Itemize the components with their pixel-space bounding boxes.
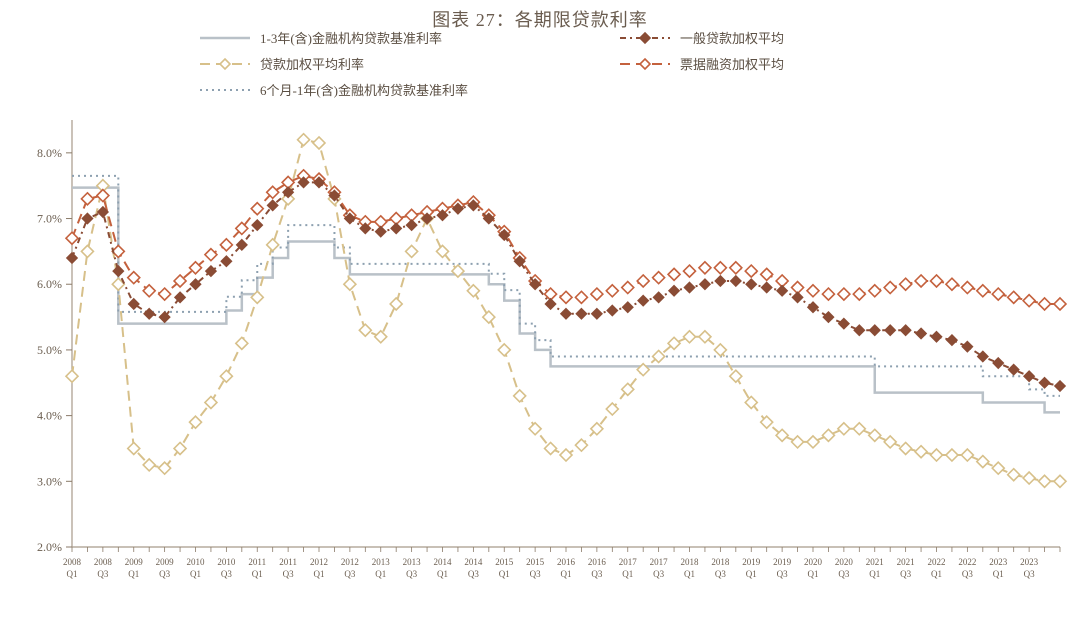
svg-text:2010: 2010: [187, 557, 206, 567]
svg-text:Q1: Q1: [746, 569, 757, 579]
svg-text:2013: 2013: [403, 557, 422, 567]
svg-text:2009: 2009: [125, 557, 144, 567]
svg-text:Q1: Q1: [869, 569, 880, 579]
svg-text:Q3: Q3: [97, 569, 108, 579]
svg-text:2018: 2018: [711, 557, 730, 567]
svg-text:Q1: Q1: [190, 569, 201, 579]
svg-text:贷款加权平均利率: 贷款加权平均利率: [260, 57, 364, 72]
svg-text:Q1: Q1: [128, 569, 139, 579]
svg-text:Q1: Q1: [684, 569, 695, 579]
svg-text:2018: 2018: [681, 557, 700, 567]
svg-text:Q1: Q1: [314, 569, 325, 579]
svg-text:2017: 2017: [619, 557, 638, 567]
svg-text:Q3: Q3: [283, 569, 294, 579]
svg-text:Q1: Q1: [375, 569, 386, 579]
svg-text:一般贷款加权平均: 一般贷款加权平均: [680, 31, 784, 46]
svg-text:2015: 2015: [495, 557, 514, 567]
svg-text:2023: 2023: [1020, 557, 1039, 567]
svg-text:2008: 2008: [63, 557, 82, 567]
svg-text:Q1: Q1: [252, 569, 263, 579]
svg-text:2009: 2009: [156, 557, 175, 567]
svg-text:Q3: Q3: [406, 569, 417, 579]
legend: 1-3年(含)金融机构贷款基准利率 一般贷款加权平均贷款加权平均利率 票据融资加权平…: [200, 31, 784, 98]
svg-text:2019: 2019: [773, 557, 792, 567]
svg-text:Q3: Q3: [715, 569, 726, 579]
svg-text:Q3: Q3: [221, 569, 232, 579]
svg-text:Q3: Q3: [777, 569, 788, 579]
svg-text:1-3年(含)金融机构贷款基准利率: 1-3年(含)金融机构贷款基准利率: [260, 31, 442, 46]
svg-text:2021: 2021: [866, 557, 884, 567]
svg-text:Q3: Q3: [1024, 569, 1035, 579]
svg-text:2016: 2016: [588, 557, 607, 567]
svg-text:Q3: Q3: [838, 569, 849, 579]
svg-text:Q3: Q3: [344, 569, 355, 579]
svg-text:2021: 2021: [897, 557, 915, 567]
svg-text:2010: 2010: [217, 557, 236, 567]
svg-text:Q3: Q3: [591, 569, 602, 579]
svg-text:2011: 2011: [248, 557, 266, 567]
svg-text:4.0%: 4.0%: [37, 409, 62, 423]
svg-text:2.0%: 2.0%: [37, 540, 62, 554]
svg-text:Q1: Q1: [808, 569, 819, 579]
svg-text:8.0%: 8.0%: [37, 146, 62, 160]
svg-text:2014: 2014: [434, 557, 453, 567]
svg-text:票据融资加权平均: 票据融资加权平均: [680, 57, 784, 72]
svg-text:6.0%: 6.0%: [37, 277, 62, 291]
svg-text:Q3: Q3: [962, 569, 973, 579]
svg-text:Q3: Q3: [468, 569, 479, 579]
svg-text:2015: 2015: [526, 557, 545, 567]
svg-text:2012: 2012: [310, 557, 328, 567]
svg-text:Q1: Q1: [561, 569, 572, 579]
svg-text:2012: 2012: [341, 557, 359, 567]
svg-text:2022: 2022: [928, 557, 946, 567]
svg-text:6个月-1年(含)金融机构贷款基准利率: 6个月-1年(含)金融机构贷款基准利率: [260, 83, 468, 98]
svg-text:2016: 2016: [557, 557, 576, 567]
svg-text:Q1: Q1: [499, 569, 510, 579]
svg-text:2013: 2013: [372, 557, 391, 567]
svg-text:2022: 2022: [958, 557, 976, 567]
svg-text:2017: 2017: [650, 557, 669, 567]
svg-text:Q1: Q1: [67, 569, 78, 579]
svg-text:Q1: Q1: [931, 569, 942, 579]
svg-text:Q1: Q1: [993, 569, 1004, 579]
chart-svg: 2.0% 3.0% 4.0% 5.0% 6.0% 7.0% 8.0% 2008 Q1 2008 Q3…: [0, 0, 1080, 639]
svg-text:7.0%: 7.0%: [37, 212, 62, 226]
svg-text:5.0%: 5.0%: [37, 343, 62, 357]
svg-text:Q1: Q1: [622, 569, 633, 579]
svg-text:2020: 2020: [804, 557, 823, 567]
svg-text:2008: 2008: [94, 557, 113, 567]
svg-text:2019: 2019: [742, 557, 761, 567]
svg-text:Q3: Q3: [653, 569, 664, 579]
svg-text:Q3: Q3: [530, 569, 541, 579]
chart-title: 图表 27：各期限贷款利率: [0, 6, 1080, 32]
chart-container: 图表 27：各期限贷款利率 2.0% 3.0% 4.0% 5.0% 6.0% 7.0% 8.…: [0, 0, 1080, 639]
svg-text:2020: 2020: [835, 557, 854, 567]
svg-text:3.0%: 3.0%: [37, 474, 62, 488]
svg-text:2014: 2014: [464, 557, 483, 567]
svg-text:Q3: Q3: [900, 569, 911, 579]
svg-text:2011: 2011: [279, 557, 297, 567]
svg-text:Q3: Q3: [159, 569, 170, 579]
svg-text:Q1: Q1: [437, 569, 448, 579]
svg-text:2023: 2023: [989, 557, 1008, 567]
